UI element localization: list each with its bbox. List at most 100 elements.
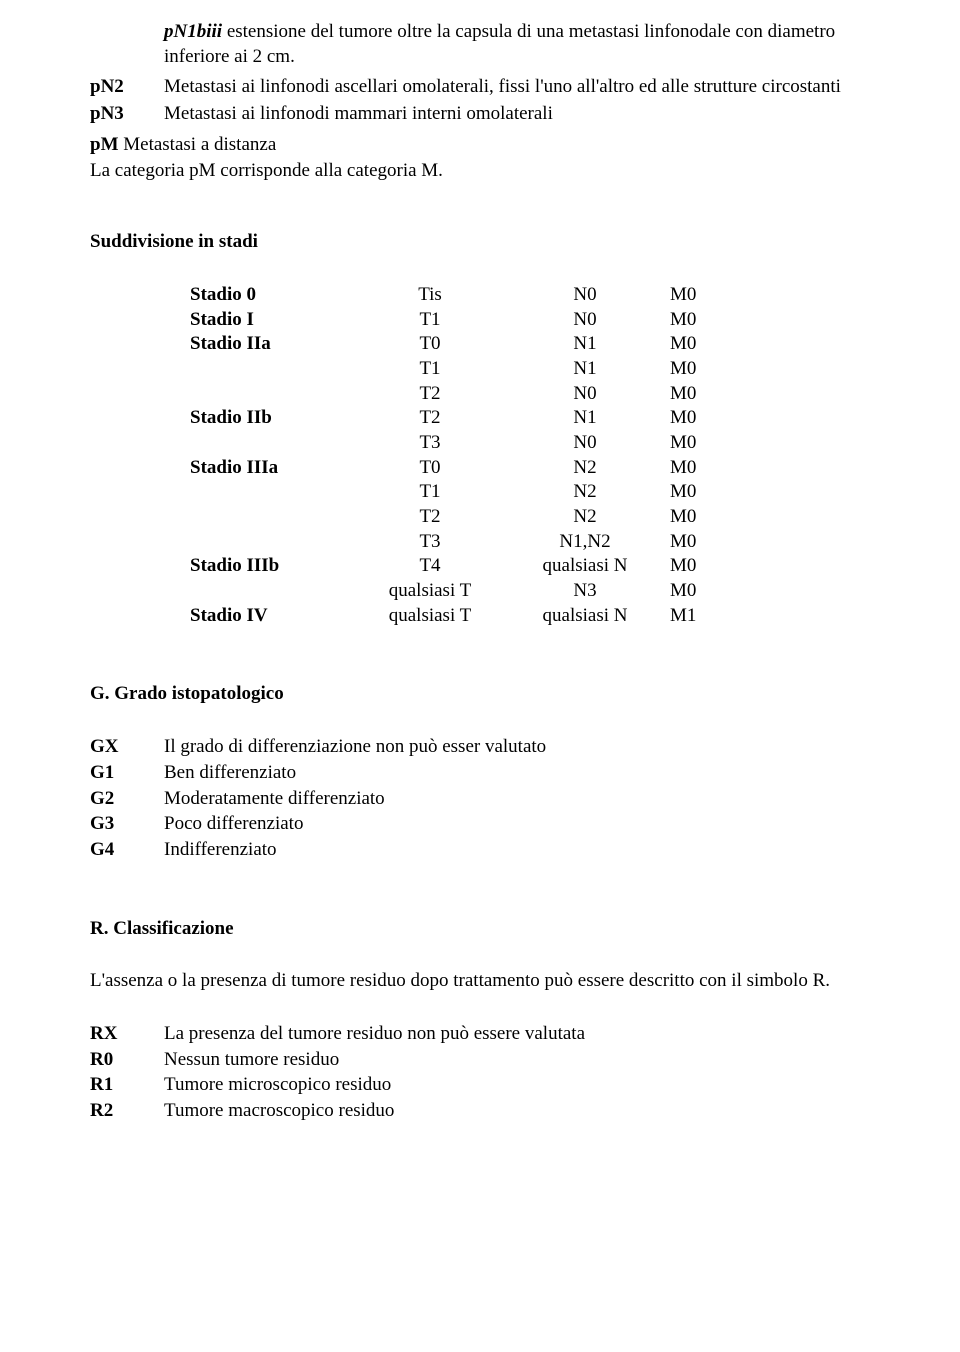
grade-text: Poco differenziato xyxy=(164,812,870,837)
grade-row: GXIl grado di differenziazione non può e… xyxy=(90,735,870,760)
pn1biii-text: estensione del tumore oltre la capsula d… xyxy=(164,21,835,67)
pn3-text: Metastasi ai linfonodi mammari interni o… xyxy=(164,102,870,127)
stage-label xyxy=(190,480,360,505)
r-label: RX xyxy=(90,1022,164,1047)
stage-table: Stadio 0TisN0M0Stadio IT1N0M0Stadio IIaT… xyxy=(190,283,870,629)
stage-t: T2 xyxy=(360,382,500,407)
stage-t: Tis xyxy=(360,283,500,308)
stage-row: Stadio IVqualsiasi Tqualsiasi NM1 xyxy=(190,604,870,629)
pn2-row: pN2 Metastasi ai linfonodi ascellari omo… xyxy=(90,75,870,100)
stage-n: N1 xyxy=(500,406,670,431)
r-text: Tumore microscopico residuo xyxy=(164,1073,870,1098)
stage-t: T0 xyxy=(360,332,500,357)
stage-m: M0 xyxy=(670,283,740,308)
stage-t: qualsiasi T xyxy=(360,579,500,604)
r-text: Nessun tumore residuo xyxy=(164,1048,870,1073)
stage-label: Stadio 0 xyxy=(190,283,360,308)
stage-n: N2 xyxy=(500,456,670,481)
stage-label: Stadio IIa xyxy=(190,332,360,357)
stage-m: M0 xyxy=(670,554,740,579)
pm-line1: pM Metastasi a distanza xyxy=(90,133,870,158)
pn2-label: pN2 xyxy=(90,75,164,100)
grade-text: Ben differenziato xyxy=(164,761,870,786)
stage-m: M0 xyxy=(670,308,740,333)
r-row: RXLa presenza del tumore residuo non può… xyxy=(90,1022,870,1047)
stage-label: Stadio IV xyxy=(190,604,360,629)
stage-n: N0 xyxy=(500,382,670,407)
grade-label: G4 xyxy=(90,838,164,863)
pm-line2: La categoria pM corrisponde alla categor… xyxy=(90,159,870,184)
r-label: R0 xyxy=(90,1048,164,1073)
stage-m: M0 xyxy=(670,406,740,431)
r-row: R0Nessun tumore residuo xyxy=(90,1048,870,1073)
stage-row: T3N0M0 xyxy=(190,431,870,456)
stage-m: M0 xyxy=(670,431,740,456)
stage-label xyxy=(190,357,360,382)
stage-n: qualsiasi N xyxy=(500,554,670,579)
stage-label: Stadio I xyxy=(190,308,360,333)
stage-m: M0 xyxy=(670,505,740,530)
grade-list: GXIl grado di differenziazione non può e… xyxy=(90,735,870,862)
grado-title: G. Grado istopatologico xyxy=(90,682,870,707)
r-paragraph: L'assenza o la presenza di tumore residu… xyxy=(90,969,870,994)
stage-row: T1N1M0 xyxy=(190,357,870,382)
stage-label: Stadio IIIa xyxy=(190,456,360,481)
stage-label xyxy=(190,431,360,456)
stage-label xyxy=(190,579,360,604)
stage-n: qualsiasi N xyxy=(500,604,670,629)
stage-label xyxy=(190,382,360,407)
stage-n: N1 xyxy=(500,332,670,357)
stage-t: qualsiasi T xyxy=(360,604,500,629)
stage-label xyxy=(190,530,360,555)
grade-row: G1Ben differenziato xyxy=(90,761,870,786)
stage-row: Stadio 0TisN0M0 xyxy=(190,283,870,308)
stage-n: N2 xyxy=(500,505,670,530)
stage-n: N1,N2 xyxy=(500,530,670,555)
stage-m: M0 xyxy=(670,530,740,555)
pn3-label: pN3 xyxy=(90,102,164,127)
stage-t: T2 xyxy=(360,505,500,530)
stage-n: N0 xyxy=(500,431,670,456)
r-row: R1Tumore microscopico residuo xyxy=(90,1073,870,1098)
stage-row: T2N2M0 xyxy=(190,505,870,530)
grade-label: G3 xyxy=(90,812,164,837)
pm-rest: Metastasi a distanza xyxy=(119,134,277,155)
stage-t: T3 xyxy=(360,530,500,555)
grade-label: G1 xyxy=(90,761,164,786)
stage-label xyxy=(190,505,360,530)
document-page: pN1biii estensione del tumore oltre la c… xyxy=(0,0,960,1352)
stage-row: T1N2M0 xyxy=(190,480,870,505)
grade-text: Il grado di differenziazione non può ess… xyxy=(164,735,870,760)
stage-t: T4 xyxy=(360,554,500,579)
stage-t: T1 xyxy=(360,308,500,333)
stage-m: M0 xyxy=(670,382,740,407)
stage-n: N1 xyxy=(500,357,670,382)
stage-row: Stadio IIaT0N1M0 xyxy=(190,332,870,357)
r-label: R1 xyxy=(90,1073,164,1098)
stage-row: Stadio IIbT2N1M0 xyxy=(190,406,870,431)
stage-t: T0 xyxy=(360,456,500,481)
stage-m: M0 xyxy=(670,357,740,382)
stage-t: T1 xyxy=(360,480,500,505)
stage-row: Stadio IIIbT4qualsiasi NM0 xyxy=(190,554,870,579)
grade-row: G2Moderatamente differenziato xyxy=(90,787,870,812)
r-list: RXLa presenza del tumore residuo non può… xyxy=(90,1022,870,1124)
pm-bold: pM xyxy=(90,134,119,155)
stage-m: M0 xyxy=(670,579,740,604)
stage-m: M1 xyxy=(670,604,740,629)
stage-n: N0 xyxy=(500,308,670,333)
pn1biii-block: pN1biii estensione del tumore oltre la c… xyxy=(164,20,870,69)
pn2-text: Metastasi ai linfonodi ascellari omolate… xyxy=(164,75,870,100)
stage-row: Stadio IT1N0M0 xyxy=(190,308,870,333)
stage-row: Stadio IIIaT0N2M0 xyxy=(190,456,870,481)
grade-text: Indifferenziato xyxy=(164,838,870,863)
stage-t: T1 xyxy=(360,357,500,382)
grade-label: G2 xyxy=(90,787,164,812)
stage-t: T2 xyxy=(360,406,500,431)
grade-label: GX xyxy=(90,735,164,760)
stage-n: N3 xyxy=(500,579,670,604)
pn1biii-label: pN1biii xyxy=(164,21,222,42)
suddivisione-title: Suddivisione in stadi xyxy=(90,230,870,255)
stage-t: T3 xyxy=(360,431,500,456)
grade-row: G4Indifferenziato xyxy=(90,838,870,863)
